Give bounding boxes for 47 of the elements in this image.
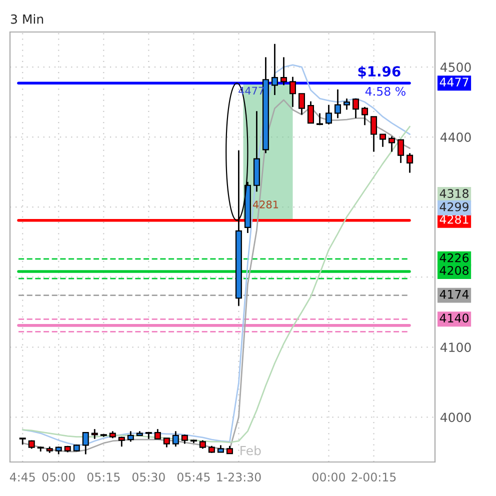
candlestick bbox=[172, 430, 179, 448]
text: 4299 bbox=[440, 202, 468, 212]
x-tick-label: 05:15 bbox=[87, 472, 120, 482]
y-tick-label: 4100 bbox=[440, 342, 471, 352]
candlestick bbox=[271, 43, 278, 96]
ref-line-label: 4140 bbox=[440, 314, 469, 323]
candlestick bbox=[325, 104, 332, 126]
candlestick bbox=[334, 88, 342, 119]
candlestick bbox=[398, 139, 404, 164]
candlestick bbox=[362, 106, 368, 126]
candlestick bbox=[181, 434, 188, 444]
x-tick-label: 4:45 bbox=[10, 472, 35, 482]
y-tick-label: 4400 bbox=[440, 132, 471, 142]
candlestick bbox=[289, 76, 296, 108]
annotation: 4281 bbox=[252, 200, 278, 208]
ref-line-label: 4208 bbox=[440, 266, 468, 275]
x-tick-label: 00:00 bbox=[312, 472, 345, 482]
ref-line-label: 4477 bbox=[440, 78, 468, 86]
x-tick-label: 05:00 bbox=[42, 472, 75, 482]
x-tick-label: 2-00:15 bbox=[352, 472, 396, 482]
candlestick bbox=[154, 428, 161, 440]
candlestick bbox=[280, 56, 287, 86]
candlestick bbox=[127, 430, 134, 442]
candlestick bbox=[82, 432, 89, 455]
x-tick-label: 05:45 bbox=[177, 472, 210, 482]
annotation: 4.58 % bbox=[365, 86, 406, 96]
x-tick-label: 05:30 bbox=[132, 472, 165, 482]
text: 4318 bbox=[440, 189, 468, 198]
candlestick bbox=[370, 116, 378, 152]
candlestick bbox=[163, 437, 170, 448]
ref-line-label: 4281 bbox=[440, 214, 468, 224]
candlestick bbox=[388, 136, 396, 152]
x-tick-label: 1-23:30 bbox=[217, 472, 261, 482]
candlestick bbox=[352, 98, 360, 119]
y-tick-label: 4000 bbox=[440, 412, 471, 422]
candlestick bbox=[406, 152, 414, 174]
ref-line-label: 4226 bbox=[440, 253, 469, 262]
candlestick bbox=[380, 134, 386, 148]
candlestick bbox=[344, 98, 350, 110]
chart-title: 3 Min bbox=[10, 14, 44, 24]
annotation: Feb bbox=[240, 446, 261, 456]
annotation: $1.96 bbox=[358, 66, 400, 78]
candlestick bbox=[307, 100, 314, 124]
candlestick bbox=[91, 428, 98, 440]
candlestick bbox=[298, 92, 305, 116]
ref-line-label: 4174 bbox=[440, 290, 469, 299]
y-tick-label: 4500 bbox=[440, 62, 471, 72]
